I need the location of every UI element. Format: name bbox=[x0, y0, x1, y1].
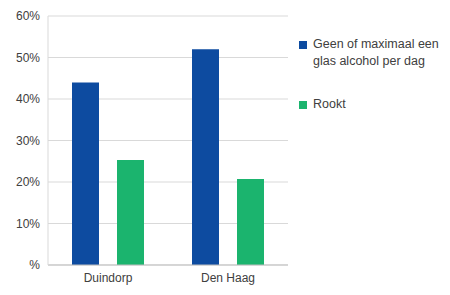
svg-text:Den Haag: Den Haag bbox=[201, 271, 255, 285]
svg-text:60%: 60% bbox=[16, 9, 40, 23]
svg-text:40%: 40% bbox=[16, 92, 40, 106]
svg-text:10%: 10% bbox=[16, 217, 40, 231]
svg-text:50%: 50% bbox=[16, 51, 40, 65]
svg-text:Duindorp: Duindorp bbox=[84, 271, 133, 285]
svg-text:30%: 30% bbox=[16, 134, 40, 148]
svg-text:%: % bbox=[29, 258, 40, 272]
svg-text:20%: 20% bbox=[16, 175, 40, 189]
html-text:Geen of maximaal een glas alco: Geen of maximaal een glas alcohol per da… bbox=[313, 37, 439, 68]
html-text:Rookt: Rookt bbox=[313, 97, 346, 111]
